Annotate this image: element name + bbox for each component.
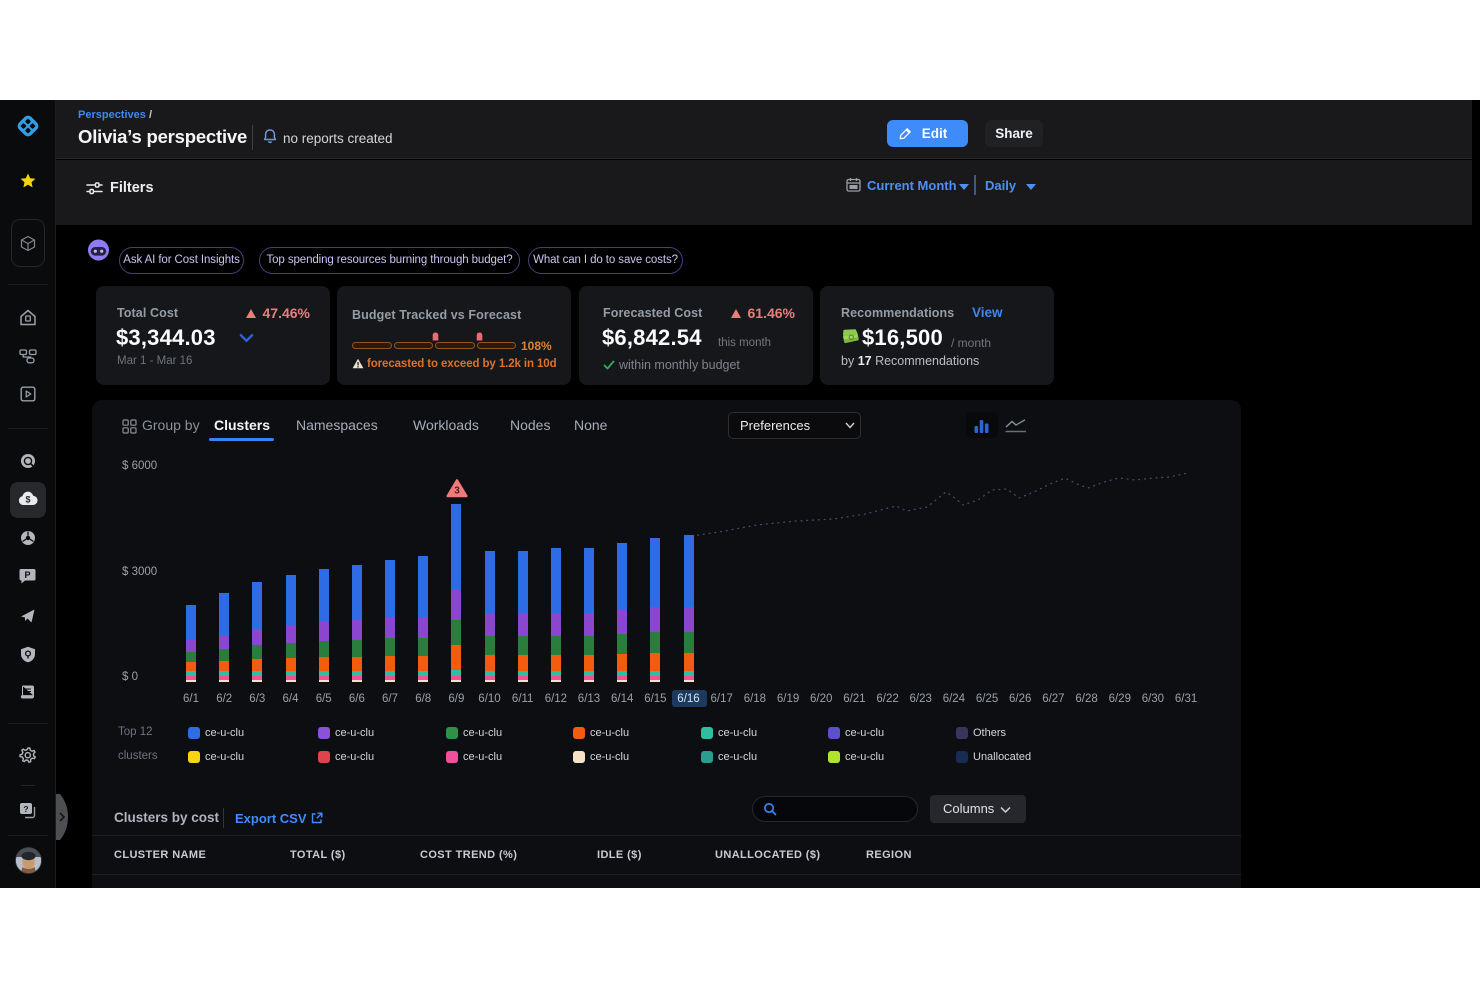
svg-text:P: P bbox=[24, 570, 30, 580]
svg-text:$: $ bbox=[25, 495, 30, 505]
svg-text:?: ? bbox=[23, 804, 28, 814]
svg-text:3: 3 bbox=[454, 486, 460, 497]
